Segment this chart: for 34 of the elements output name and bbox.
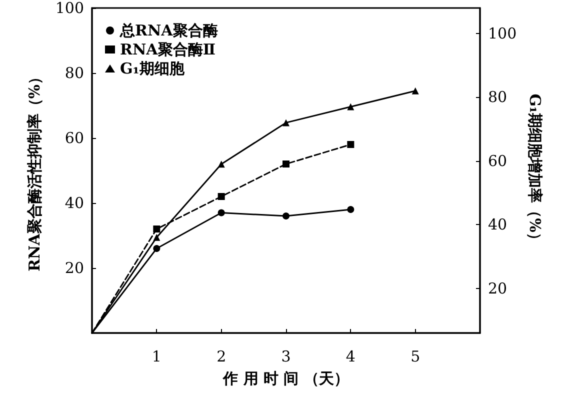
- point: [153, 234, 160, 241]
- point: [282, 160, 290, 168]
- x-tick-label: 2: [216, 348, 226, 366]
- point: [347, 206, 354, 213]
- point: [282, 119, 290, 126]
- point: [218, 160, 225, 168]
- point: [153, 245, 160, 252]
- y2-tick-label: 60: [488, 152, 508, 170]
- x-tick-label: 1: [152, 348, 162, 366]
- y2-tick-label: 20: [488, 279, 508, 298]
- y2-tick-label: 100: [488, 24, 517, 42]
- y-tick-label: 20: [64, 259, 84, 277]
- y2-axis-title: G₁期细胞增加率（%）: [526, 94, 544, 248]
- point: [347, 141, 354, 148]
- y-tick-label: 80: [64, 64, 84, 82]
- legend-label: 总RNA聚合酶: [119, 22, 218, 40]
- x-tick-label: 4: [346, 348, 356, 366]
- y2-tick-label: 80: [488, 88, 508, 106]
- point: [153, 226, 160, 232]
- legend-label: RNA聚合酶Ⅱ: [120, 40, 216, 58]
- point: [412, 87, 419, 94]
- x-tick-label: 5: [410, 348, 420, 366]
- y-axis-title: RNA聚合酶活性抑制率（%）: [26, 69, 44, 272]
- y2-tick-label: 40: [488, 216, 508, 234]
- legend-label: G₁期细胞: [120, 60, 186, 78]
- x-axis-title: 作 用 时 间 （天）: [222, 370, 349, 388]
- y-tick-label: 40: [64, 194, 84, 212]
- x-tick-label: 3: [281, 348, 291, 366]
- y-tick-label: 100: [55, 0, 84, 17]
- y-tick-label: 60: [64, 129, 84, 147]
- point: [347, 103, 354, 110]
- point: [218, 193, 225, 200]
- point: [282, 212, 290, 220]
- point: [218, 209, 225, 216]
